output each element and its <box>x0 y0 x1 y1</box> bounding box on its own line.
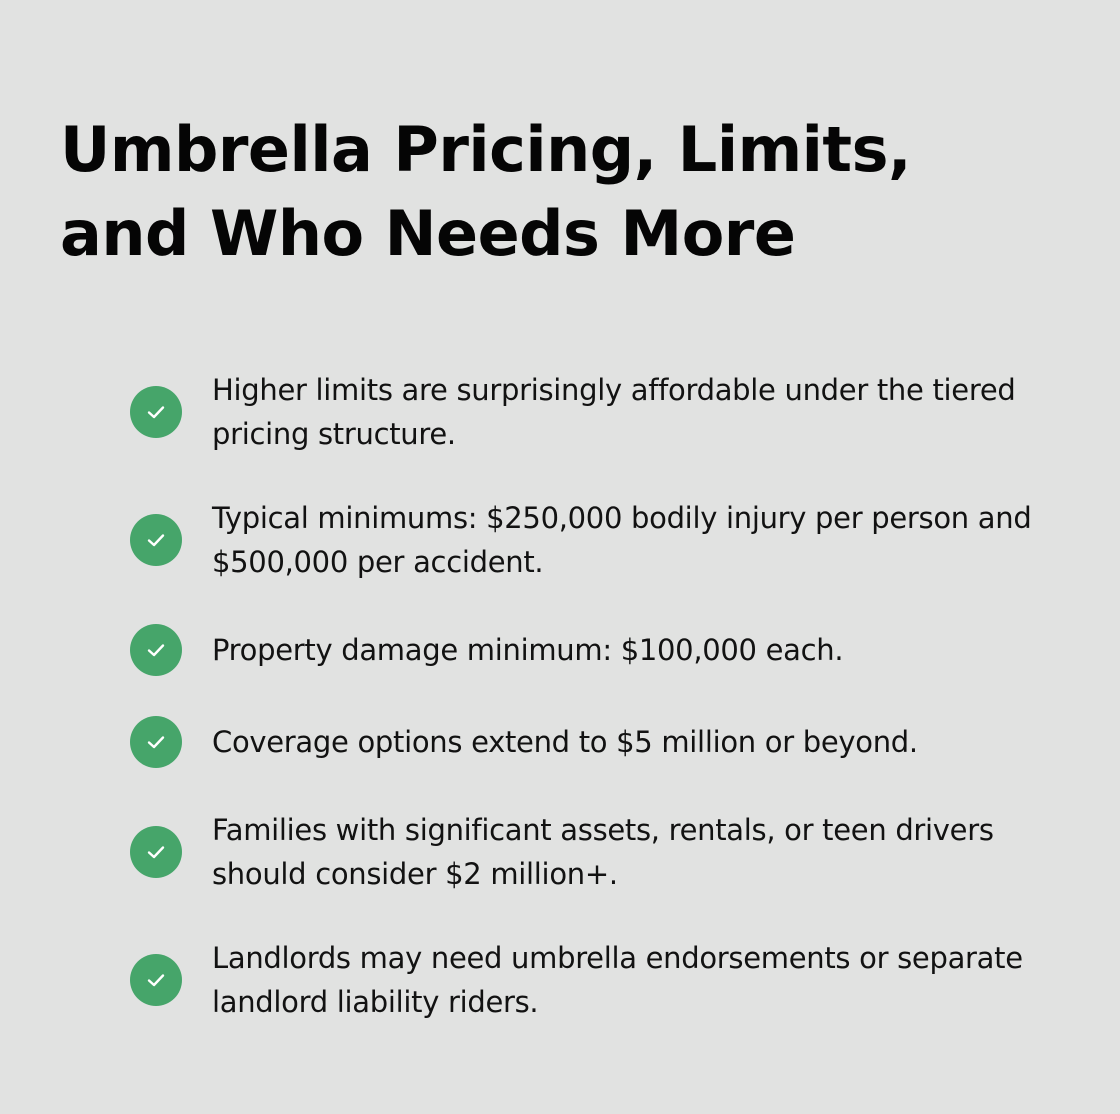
list-item: Typical minimums: $250,000 bodily injury… <box>130 496 1050 584</box>
page-title: Umbrella Pricing, Limits, and Who Needs … <box>60 113 912 270</box>
list-item: Coverage options extend to $5 million or… <box>130 716 1050 768</box>
list-item: Higher limits are surprisingly affordabl… <box>130 368 1050 456</box>
list-item-text: Property damage minimum: $100,000 each. <box>212 633 844 667</box>
check-icon <box>130 954 182 1006</box>
list-item: Landlords may need umbrella endorsements… <box>130 936 1050 1024</box>
list-item-text: Landlords may need umbrella endorsements… <box>212 941 1023 1019</box>
check-icon <box>130 386 182 438</box>
list-item-text: Families with significant assets, rental… <box>212 813 994 891</box>
list-item: Property damage minimum: $100,000 each. <box>130 624 1050 676</box>
check-icon <box>130 514 182 566</box>
check-icon <box>130 826 182 878</box>
checklist: Higher limits are surprisingly affordabl… <box>130 368 1050 1024</box>
list-item: Families with significant assets, rental… <box>130 808 1050 896</box>
list-item-text: Typical minimums: $250,000 bodily injury… <box>212 501 1032 579</box>
check-icon <box>130 716 182 768</box>
list-item-text: Higher limits are surprisingly affordabl… <box>212 373 1016 451</box>
list-item-text: Coverage options extend to $5 million or… <box>212 725 918 759</box>
check-icon <box>130 624 182 676</box>
